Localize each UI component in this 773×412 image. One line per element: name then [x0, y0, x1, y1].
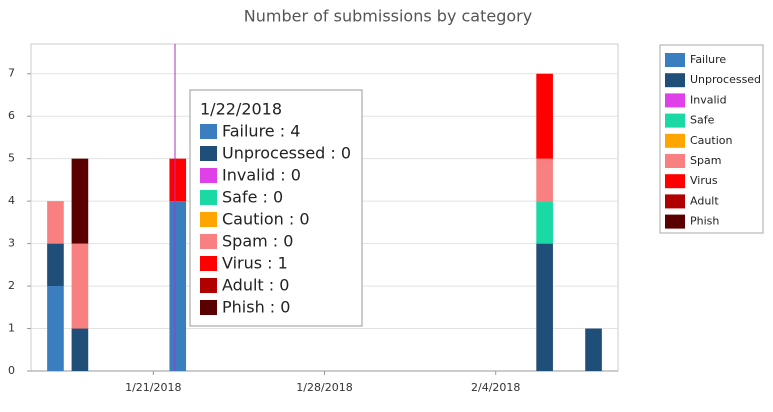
tooltip-line: Failure : 4: [222, 122, 300, 141]
tooltip-line: Virus : 1: [222, 254, 288, 273]
bar-segment: [71, 158, 89, 244]
tooltip-swatch: [200, 212, 217, 227]
tooltip-swatch: [200, 124, 217, 139]
legend-swatch: [665, 93, 685, 108]
legend-label: Caution: [690, 134, 732, 147]
tooltip-swatch: [200, 146, 217, 161]
y-tick-label: 4: [8, 194, 15, 207]
legend-swatch: [665, 53, 685, 67]
legend-label: Failure: [690, 53, 726, 66]
bar-segment: [536, 73, 553, 159]
legend-label: Virus: [690, 174, 718, 187]
tooltip-line: Spam : 0: [222, 232, 293, 251]
tooltip-box: [189, 89, 363, 327]
legend-swatch: [665, 194, 685, 209]
bar-segment: [47, 201, 64, 244]
bar-segment: [169, 158, 187, 202]
legend-label: Invalid: [690, 93, 727, 106]
tooltip-line: Phish : 0: [222, 298, 290, 317]
bar-segment: [47, 286, 64, 371]
bar-segment: [585, 328, 602, 371]
legend-swatch: [665, 154, 685, 168]
legend-label: Phish: [690, 215, 719, 228]
tooltip-swatch: [200, 190, 217, 205]
x-tick-label: 1/21/2018: [125, 381, 181, 394]
tooltip-line: Adult : 0: [222, 276, 289, 295]
tooltip-line: Caution : 0: [222, 210, 310, 229]
bar-segment: [47, 243, 64, 287]
y-tick-label: 7: [8, 67, 15, 80]
legend-swatch: [665, 214, 685, 229]
tooltip-title: 1/22/2018: [200, 100, 282, 119]
y-tick-label: 1: [8, 322, 15, 335]
bar-segment: [71, 328, 89, 371]
y-tick-label: 6: [8, 109, 15, 122]
bar-segment: [71, 243, 89, 329]
bar-segment: [536, 201, 553, 244]
tooltip-swatch: [200, 300, 217, 315]
tooltip-swatch: [200, 278, 217, 293]
legend-swatch: [665, 174, 685, 189]
legend-swatch: [665, 113, 685, 128]
bar-segment: [536, 158, 553, 202]
y-tick-label: 2: [8, 279, 15, 292]
tooltip-line: Unprocessed : 0: [222, 144, 351, 163]
x-tick-label: 2/4/2018: [471, 381, 520, 394]
legend-swatch: [665, 133, 685, 148]
y-tick-label: 5: [8, 152, 15, 165]
tooltip-swatch: [200, 168, 217, 183]
tooltip-line: Safe : 0: [222, 188, 283, 207]
bar-segment: [536, 243, 553, 371]
y-tick-label: 3: [8, 237, 15, 250]
y-tick-label: 0: [8, 364, 15, 377]
legend-label: Unprocessed: [690, 73, 761, 86]
tooltip-swatch: [200, 256, 217, 271]
bar-segment: [169, 201, 187, 371]
x-tick-label: 1/28/2018: [296, 381, 352, 394]
chart-title: Number of submissions by category: [244, 7, 532, 26]
legend-label: Adult: [690, 194, 719, 207]
tooltip-line: Invalid : 0: [222, 166, 301, 185]
tooltip-swatch: [200, 234, 217, 249]
legend-label: Spam: [690, 154, 721, 167]
legend-swatch: [665, 73, 685, 88]
legend-label: Safe: [690, 114, 715, 127]
